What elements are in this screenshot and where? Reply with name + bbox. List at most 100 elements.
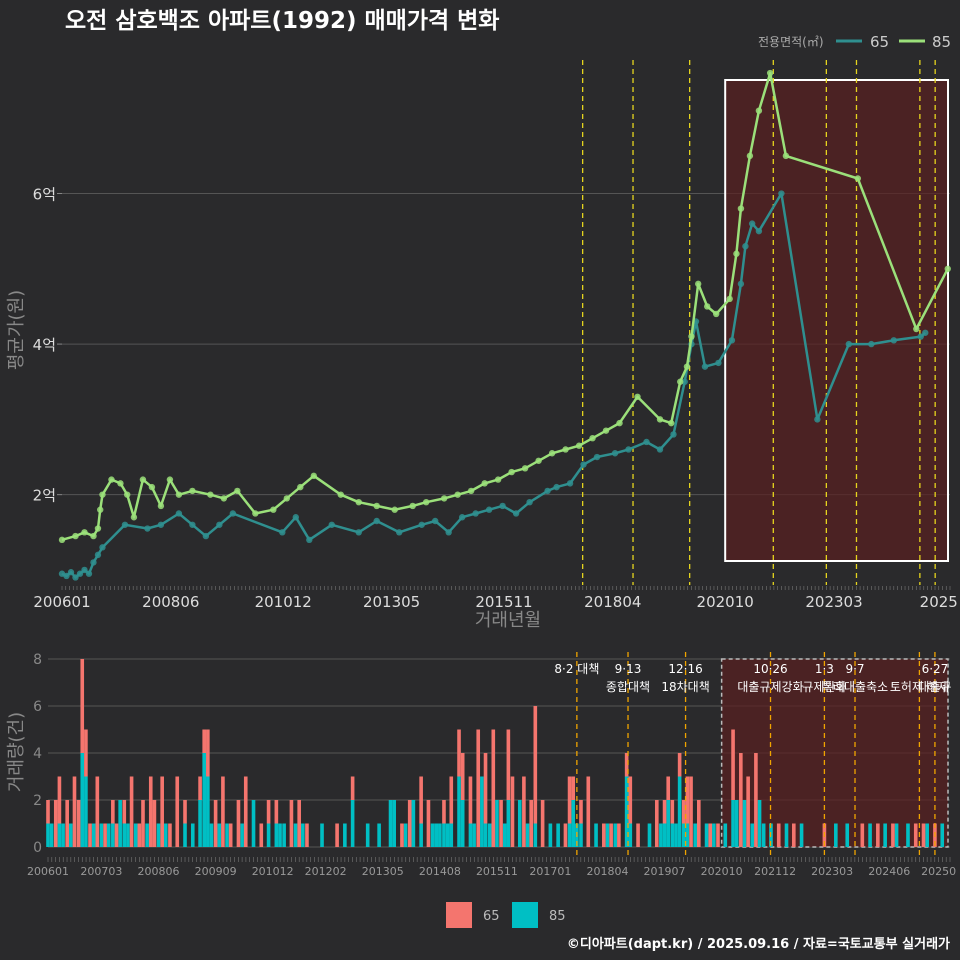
series-85-point-19 [234, 487, 241, 495]
event-label-7-1: 대출규 [918, 680, 951, 694]
bar-85-48 [445, 823, 450, 847]
series-85-point-9 [123, 491, 131, 498]
bar-65-3 [57, 776, 62, 824]
bar-85-42 [411, 800, 416, 847]
bar-65-58 [476, 729, 481, 847]
bottom-y-tick-label-4: 8 [33, 652, 42, 668]
bar-85-17 [164, 823, 168, 847]
bar-85-41 [403, 823, 408, 847]
bar-65-17 [137, 823, 142, 847]
bar-85-94 [784, 823, 789, 847]
bar-65-82 [628, 776, 633, 824]
bar-85-66 [571, 800, 576, 847]
bar-85-73 [628, 823, 633, 847]
bar-85-78 [670, 823, 675, 847]
bar-65-54 [449, 776, 454, 824]
bottom-x-tick-label-6: 201305 [362, 865, 404, 878]
event-label-6-1: 토허제 해제 [890, 680, 949, 694]
series-85-point-32 [454, 491, 461, 498]
series-65-point-51 [742, 243, 749, 250]
bar-65-29 [213, 800, 218, 847]
bar-85-22 [206, 776, 210, 847]
bar-65-41 [305, 823, 309, 847]
series-85-point-46 [656, 416, 664, 423]
bar-65-87 [666, 776, 671, 800]
bar-85-53 [472, 823, 476, 847]
top-x-tick-label-1: 200806 [142, 593, 199, 611]
bar-85-97 [845, 823, 850, 847]
bar-legend-swatch-85 [512, 902, 538, 928]
bar-65-32 [236, 800, 241, 847]
bar-85-72 [624, 776, 629, 847]
bar-85-10 [111, 823, 115, 847]
bar-65-35 [259, 823, 264, 847]
bar-85-3 [61, 823, 65, 847]
bar-85-18 [183, 823, 187, 847]
bar-85-13 [126, 823, 130, 847]
bottom-y-tick-label-1: 2 [33, 793, 42, 809]
bar-65-28 [206, 729, 210, 777]
series-65-point-14 [189, 521, 196, 528]
bar-65-40 [297, 800, 301, 847]
bar-65-107 [860, 823, 865, 847]
series-85-point-21 [270, 506, 277, 513]
series-85-point-14 [166, 476, 174, 483]
bar-65-16 [129, 776, 134, 847]
bar-85-43 [419, 823, 423, 847]
bar-65-0 [46, 800, 50, 824]
bar-85-92 [761, 823, 766, 847]
bar-85-12 [122, 823, 127, 847]
bar-85-84 [704, 823, 709, 847]
series-65-point-44 [681, 378, 688, 385]
series-line-85 [61, 71, 949, 542]
series-65-point-59 [917, 333, 924, 340]
bar-85-83 [693, 823, 697, 847]
bar-85-0 [46, 823, 50, 847]
event-label-4-0: 1·3 [815, 662, 834, 676]
bottom-x-tick-label-11: 201907 [644, 865, 686, 878]
bar-85-82 [685, 823, 690, 847]
bar-85-89 [742, 800, 747, 847]
series-65-point-26 [431, 517, 439, 525]
series-85-point-2 [81, 529, 88, 536]
series-65-point-38 [593, 453, 601, 461]
bar-85-91 [757, 800, 762, 847]
bar-65-100 [746, 776, 750, 847]
bar-65-49 [407, 800, 412, 847]
top-x-axis-label: 거래년월 [475, 610, 541, 631]
bar-65-92 [689, 776, 693, 847]
series-85-point-54 [726, 295, 733, 303]
event-label-3-1: 대출규제강화 [737, 680, 803, 694]
bar-65-24 [183, 800, 187, 824]
series-65-point-49 [728, 337, 736, 344]
bar-85-6 [84, 776, 88, 847]
bar-65-27 [202, 729, 207, 753]
bar-65-19 [148, 776, 153, 847]
bar-85-98 [868, 823, 872, 847]
bottom-plot: 0 2 4 6 8 8·2 대책 9·13 종합대책 12·16 18차대책 10·26 대출규제강화… [27, 652, 956, 878]
bar-85-88 [734, 800, 739, 847]
top-x-tick-label-6: 202010 [697, 593, 754, 611]
bar-85-2 [57, 823, 62, 847]
bar-65-104 [791, 823, 796, 847]
series-65-point-32 [512, 510, 520, 517]
bar-65-72 [567, 776, 572, 824]
bar-85-34 [320, 823, 324, 847]
bar-85-63 [548, 823, 553, 847]
bar-85-54 [480, 776, 484, 847]
bottom-y-tick-label-3: 6 [33, 699, 42, 715]
series-85-point-55 [733, 250, 740, 257]
event-label-1-1: 종합대책 [606, 679, 650, 694]
bar-65-12 [103, 823, 107, 847]
bottom-x-tick-label-7: 201408 [419, 865, 461, 878]
series-65-point-34 [544, 487, 551, 495]
series-85-point-50 [688, 333, 695, 340]
bar-65-110 [913, 823, 918, 847]
bar-65-53 [442, 800, 446, 824]
bar-65-89 [677, 753, 682, 777]
series-85-point-53 [712, 310, 720, 318]
series-65-point-41 [643, 438, 650, 446]
bar-65-51 [426, 800, 431, 847]
series-65-point-40 [625, 446, 632, 453]
series-65-point-17 [229, 510, 237, 517]
